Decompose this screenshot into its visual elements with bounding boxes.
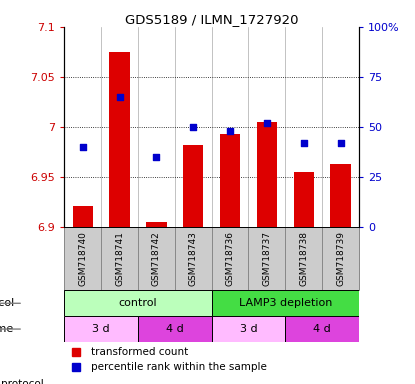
FancyBboxPatch shape	[322, 227, 359, 290]
Text: time: time	[0, 324, 14, 334]
Bar	[73, 206, 93, 227]
Text: GSM718740: GSM718740	[78, 232, 87, 286]
Text: LAMP3 depletion: LAMP3 depletion	[239, 298, 332, 308]
FancyBboxPatch shape	[212, 227, 249, 290]
Point	[227, 128, 233, 134]
Text: protocol: protocol	[1, 379, 44, 384]
Text: transformed count: transformed count	[91, 347, 188, 357]
Point	[300, 140, 307, 146]
FancyBboxPatch shape	[286, 316, 359, 342]
Text: 3 d: 3 d	[93, 324, 110, 334]
Point	[337, 140, 344, 146]
Bar	[110, 52, 130, 227]
Text: GSM718741: GSM718741	[115, 232, 124, 286]
Text: protocol: protocol	[0, 298, 14, 308]
Bar	[146, 222, 166, 227]
Text: GSM718743: GSM718743	[189, 232, 198, 286]
Text: control: control	[119, 298, 157, 308]
Text: percentile rank within the sample: percentile rank within the sample	[91, 362, 267, 372]
Point	[153, 154, 160, 160]
FancyBboxPatch shape	[212, 316, 286, 342]
Text: GSM718738: GSM718738	[299, 232, 308, 286]
Text: GSM718742: GSM718742	[152, 232, 161, 286]
Point	[264, 120, 270, 126]
FancyBboxPatch shape	[212, 290, 359, 316]
Bar	[330, 164, 351, 227]
FancyBboxPatch shape	[138, 227, 175, 290]
Text: GSM718737: GSM718737	[262, 232, 271, 286]
Text: 4 d: 4 d	[166, 324, 184, 334]
Text: GSM718736: GSM718736	[226, 232, 234, 286]
Bar	[293, 172, 314, 227]
Bar	[220, 134, 240, 227]
Title: GDS5189 / ILMN_1727920: GDS5189 / ILMN_1727920	[125, 13, 298, 26]
Text: GSM718739: GSM718739	[336, 232, 345, 286]
FancyBboxPatch shape	[101, 227, 138, 290]
Point	[79, 144, 86, 150]
FancyBboxPatch shape	[64, 290, 212, 316]
Text: 4 d: 4 d	[313, 324, 331, 334]
FancyBboxPatch shape	[64, 227, 101, 290]
FancyBboxPatch shape	[175, 227, 212, 290]
Bar	[183, 145, 203, 227]
FancyBboxPatch shape	[286, 227, 322, 290]
FancyBboxPatch shape	[64, 316, 138, 342]
FancyBboxPatch shape	[138, 316, 212, 342]
FancyBboxPatch shape	[249, 227, 286, 290]
Bar	[257, 122, 277, 227]
Point	[190, 124, 197, 130]
Point	[116, 94, 123, 100]
Text: 3 d: 3 d	[240, 324, 257, 334]
